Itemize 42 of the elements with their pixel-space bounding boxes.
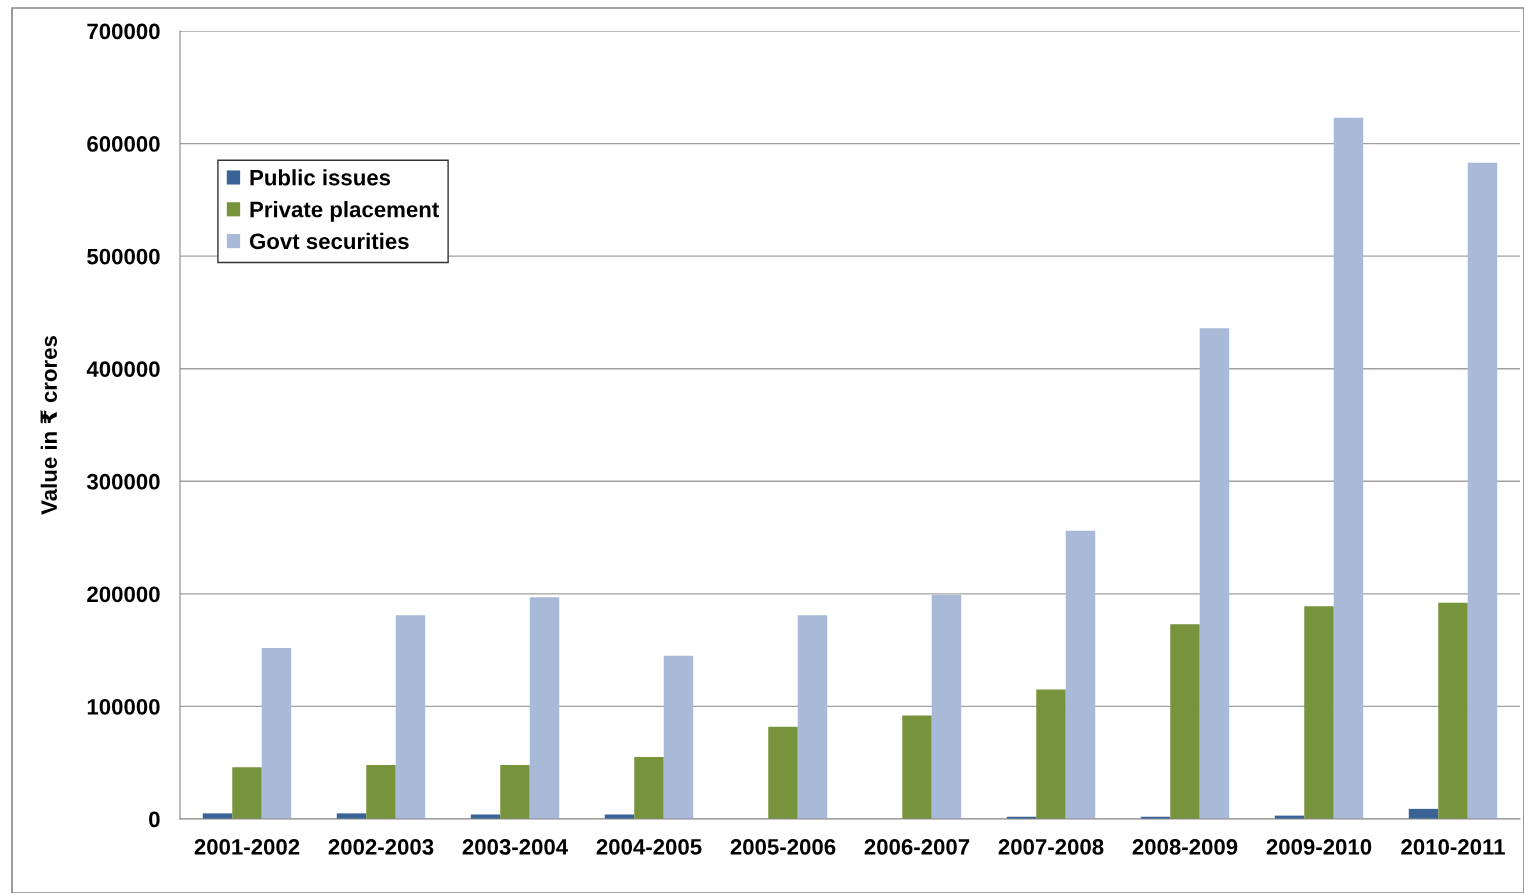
bar [395, 615, 426, 819]
bar [1304, 606, 1334, 819]
bar [634, 757, 664, 819]
x-tick-label: 2009-2010 [1266, 839, 1372, 855]
bar [1438, 602, 1468, 819]
bar [1199, 328, 1230, 819]
legend-label: Private placement [250, 201, 439, 222]
bar [529, 597, 560, 819]
y-tick-label: 500000 [87, 248, 160, 265]
y-tick-label: 0 [149, 811, 160, 828]
bar [663, 655, 694, 819]
bar [931, 594, 962, 819]
legend-label: Govt securities [249, 232, 409, 250]
x-tick-label: 2004-2005 [596, 839, 702, 855]
bar [1036, 689, 1066, 819]
bar [902, 715, 932, 819]
x-tick-label: 2001-2002 [194, 839, 300, 855]
bar [768, 726, 798, 819]
bar [366, 764, 396, 819]
bar [797, 615, 828, 819]
x-tick-label: 2005-2006 [730, 839, 836, 855]
x-tick-label: 2002-2003 [328, 839, 434, 855]
bar [261, 647, 292, 819]
bar [1467, 162, 1498, 819]
y-tick-label: 700000 [87, 23, 160, 40]
y-tick-label: 200000 [87, 586, 160, 603]
x-tick-label: 2007-2008 [998, 839, 1104, 855]
x-tick-label: 2006-2007 [864, 839, 970, 855]
x-tick-label: 2010-2011 [1401, 839, 1505, 855]
bar [1065, 530, 1096, 819]
x-tick-label: 2008-2009 [1132, 839, 1238, 855]
y-tick-label: 100000 [87, 698, 160, 715]
legend-label: Public issues [250, 169, 391, 186]
bar [500, 764, 530, 819]
bar [1333, 117, 1364, 819]
y-tick-label: 400000 [86, 361, 160, 377]
bar [1170, 624, 1200, 819]
y-tick-label: 300000 [86, 473, 160, 490]
x-tick-label: 2003-2004 [462, 839, 569, 855]
y-axis-title: Value in ₹ crores [40, 336, 58, 515]
bar [232, 767, 262, 819]
y-tick-label: 600000 [87, 136, 160, 152]
